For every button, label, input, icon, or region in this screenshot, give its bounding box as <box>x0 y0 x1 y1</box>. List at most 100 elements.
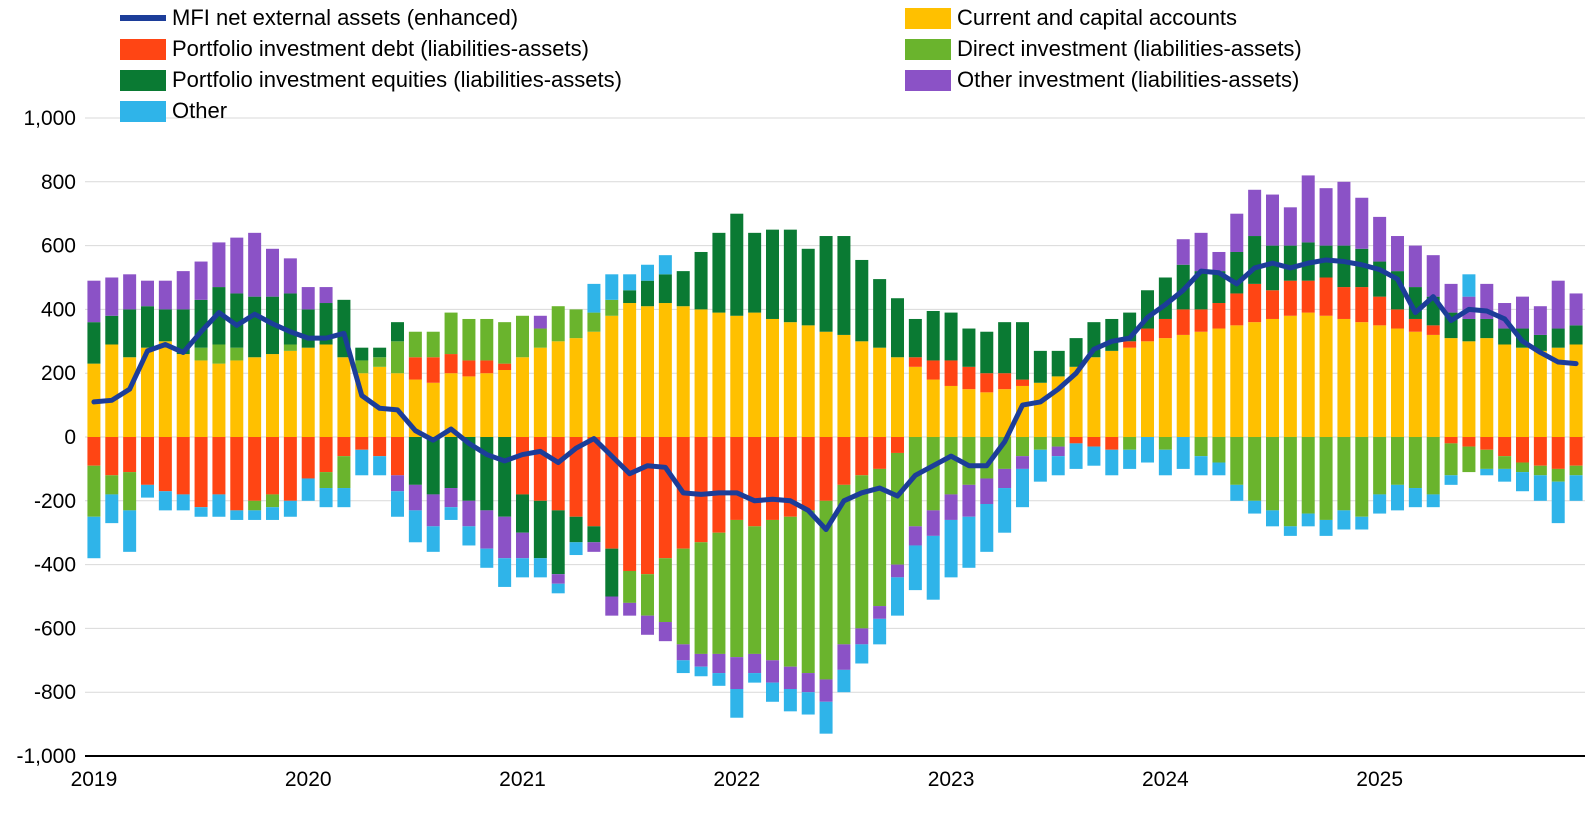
bar-segment <box>837 669 851 693</box>
bar-segment <box>1283 207 1297 246</box>
bar-segment <box>926 379 940 437</box>
legend-label: Current and capital accounts <box>957 5 1238 30</box>
bar-segment <box>1337 318 1351 437</box>
bar-segment <box>1408 318 1422 332</box>
bar-segment <box>1266 437 1279 511</box>
bar-segment <box>1194 309 1208 332</box>
bar-segment <box>1141 328 1154 342</box>
bar-segment <box>444 312 458 355</box>
bar-segment <box>1408 437 1422 489</box>
bar-segment <box>283 350 297 437</box>
bar-segment <box>1444 338 1458 437</box>
bar-segment <box>1141 437 1154 463</box>
bar-segment <box>783 437 797 517</box>
x-axis-year-label: 2021 <box>499 768 546 791</box>
bar-segment <box>1551 328 1565 348</box>
bar-segment <box>248 500 262 511</box>
bar-segment <box>623 290 637 304</box>
bar-segment <box>801 692 815 715</box>
bar-segment <box>1212 328 1226 437</box>
bar-segment <box>1051 446 1065 457</box>
bar-segment <box>1373 216 1387 262</box>
bar-segment <box>1176 309 1190 335</box>
bar-segment <box>730 689 744 718</box>
bar-segment <box>801 437 815 511</box>
bar-segment <box>944 360 958 386</box>
bar-segment <box>462 360 476 377</box>
bar-segment <box>1444 437 1458 444</box>
bar-segment <box>551 510 565 575</box>
bar-segment <box>1337 510 1351 530</box>
bar-segment <box>712 532 726 654</box>
bar-segment <box>105 437 119 476</box>
bar-segment <box>1516 472 1529 492</box>
bar-segment <box>480 360 494 374</box>
bar-segment <box>1105 437 1119 450</box>
bar-segment <box>1337 245 1351 288</box>
legend-label: Portfolio investment debt (liabilities-a… <box>172 36 589 61</box>
bar-segment <box>498 370 512 437</box>
bar-segment <box>283 293 297 345</box>
bar-segment <box>230 437 244 511</box>
bar-segment <box>908 366 922 437</box>
bar-segment <box>891 564 904 578</box>
bar-segment <box>551 437 565 511</box>
bar-segment <box>516 437 529 495</box>
bar-segment <box>1158 338 1172 437</box>
bar-segment <box>516 558 529 578</box>
bar-segment <box>1426 334 1440 437</box>
bar-segment <box>587 331 601 437</box>
bar-segment <box>1266 194 1279 246</box>
bar-segment <box>944 494 958 520</box>
bar-segment <box>1283 526 1297 536</box>
bar-segment <box>712 312 726 437</box>
bar-segment <box>891 452 904 565</box>
bar-segment <box>1212 271 1226 304</box>
bar-segment <box>266 507 279 520</box>
bar-segment <box>1569 437 1583 466</box>
legend-color-swatch <box>905 7 951 29</box>
bar-segment <box>873 437 887 469</box>
legend-label: Other investment (liabilities-assets) <box>957 67 1300 92</box>
legend-label: MFI net external assets (enhanced) <box>172 5 519 30</box>
bar-segment <box>1516 347 1529 437</box>
bar-segment <box>1266 245 1279 291</box>
bar-segment <box>676 548 690 645</box>
bar-segment <box>658 558 672 623</box>
bar-segment <box>1319 277 1333 316</box>
bar-segment <box>1248 437 1262 501</box>
bar-segment <box>391 322 404 342</box>
bar-segment <box>605 596 619 616</box>
bar-segment <box>319 303 333 345</box>
bar-segment <box>105 315 119 345</box>
bar-segment <box>891 357 904 437</box>
bar-segment <box>498 437 512 517</box>
bar-segment <box>498 363 512 371</box>
bar-segment <box>1016 456 1029 469</box>
y-axis-tick-label: 600 <box>41 235 76 258</box>
bar-segment <box>105 494 119 524</box>
bar-segment <box>176 494 190 511</box>
bar-segment <box>1498 328 1512 345</box>
bar-segment <box>426 494 440 527</box>
bar-segment <box>712 673 726 686</box>
bar-segment <box>87 322 101 364</box>
bar-segment <box>605 437 619 549</box>
bar-segment <box>569 309 583 339</box>
bar-segment <box>158 309 172 342</box>
bar-segment <box>873 347 887 437</box>
bar-segment <box>1516 296 1529 329</box>
bar-segment <box>1051 350 1065 377</box>
bar-segment <box>194 347 208 361</box>
bar-segment <box>230 293 244 348</box>
legend-item: MFI net external assets (enhanced) <box>120 6 905 30</box>
bar-segment <box>1319 519 1333 536</box>
bar-segment <box>212 344 226 364</box>
bar-segment <box>373 366 387 437</box>
legend-color-swatch <box>120 69 166 91</box>
bar-segment <box>980 392 994 437</box>
bar-segment <box>1462 274 1476 297</box>
bar-segment <box>391 341 404 374</box>
bar-segment <box>1551 481 1565 524</box>
bar-segment <box>1444 475 1458 485</box>
